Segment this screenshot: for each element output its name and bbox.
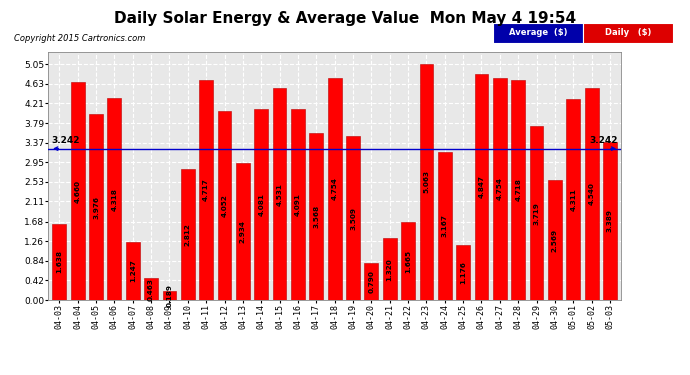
Text: 3.568: 3.568 xyxy=(313,205,319,228)
Bar xyxy=(364,263,378,300)
Text: 3.719: 3.719 xyxy=(533,202,540,225)
Bar xyxy=(584,88,598,300)
Text: Copyright 2015 Cartronics.com: Copyright 2015 Cartronics.com xyxy=(14,34,145,43)
Bar xyxy=(328,78,342,300)
Bar xyxy=(126,242,139,300)
Text: 0.790: 0.790 xyxy=(368,270,375,293)
Bar xyxy=(236,163,250,300)
Bar xyxy=(309,134,323,300)
Text: 4.717: 4.717 xyxy=(203,178,209,201)
Text: 3.242: 3.242 xyxy=(590,136,618,145)
Text: 4.660: 4.660 xyxy=(75,180,81,203)
Bar xyxy=(401,222,415,300)
Text: 3.509: 3.509 xyxy=(350,207,356,230)
Bar xyxy=(273,88,286,300)
Bar xyxy=(71,82,85,300)
Text: 2.934: 2.934 xyxy=(240,220,246,243)
Text: Daily Solar Energy & Average Value  Mon May 4 19:54: Daily Solar Energy & Average Value Mon M… xyxy=(114,11,576,26)
Text: 1.247: 1.247 xyxy=(130,260,136,282)
Bar xyxy=(346,136,360,300)
Text: 0.463: 0.463 xyxy=(148,278,154,301)
Text: 4.531: 4.531 xyxy=(277,183,283,206)
Bar xyxy=(566,99,580,300)
Bar xyxy=(420,64,433,300)
Text: 1.320: 1.320 xyxy=(386,258,393,280)
Text: 5.063: 5.063 xyxy=(424,170,429,193)
Text: 4.081: 4.081 xyxy=(258,193,264,216)
Bar xyxy=(456,245,470,300)
Bar xyxy=(163,291,177,300)
Text: 1.665: 1.665 xyxy=(405,249,411,273)
Text: 0.189: 0.189 xyxy=(166,284,172,307)
Text: 4.847: 4.847 xyxy=(478,176,484,198)
Bar xyxy=(52,224,66,300)
Bar xyxy=(438,152,452,300)
Text: 4.091: 4.091 xyxy=(295,193,301,216)
Text: 4.318: 4.318 xyxy=(111,188,117,211)
Bar xyxy=(255,110,268,300)
Text: 2.569: 2.569 xyxy=(552,228,558,252)
Text: 3.976: 3.976 xyxy=(93,196,99,219)
Text: 4.311: 4.311 xyxy=(570,188,576,211)
Bar xyxy=(291,109,305,300)
Bar xyxy=(89,114,103,300)
Bar xyxy=(548,180,562,300)
Bar xyxy=(383,238,397,300)
Text: Daily   ($): Daily ($) xyxy=(604,28,651,38)
Text: 3.242: 3.242 xyxy=(51,136,79,145)
Text: 3.167: 3.167 xyxy=(442,214,448,237)
Text: Average  ($): Average ($) xyxy=(509,28,567,38)
Text: 2.812: 2.812 xyxy=(185,223,191,246)
Bar xyxy=(108,98,121,300)
Bar xyxy=(493,78,506,300)
Text: 3.389: 3.389 xyxy=(607,209,613,232)
Bar xyxy=(603,142,617,300)
Text: 4.052: 4.052 xyxy=(221,194,228,217)
Text: 4.754: 4.754 xyxy=(497,177,503,200)
Text: 4.718: 4.718 xyxy=(515,178,521,201)
Bar xyxy=(199,80,213,300)
Text: 4.754: 4.754 xyxy=(332,177,337,200)
Bar xyxy=(217,111,231,300)
Bar xyxy=(475,74,489,300)
Bar xyxy=(144,278,158,300)
Text: 4.540: 4.540 xyxy=(589,183,595,206)
Bar xyxy=(511,80,525,300)
Text: 1.638: 1.638 xyxy=(57,250,62,273)
Text: 1.176: 1.176 xyxy=(460,261,466,284)
Bar xyxy=(530,126,544,300)
Bar xyxy=(181,169,195,300)
